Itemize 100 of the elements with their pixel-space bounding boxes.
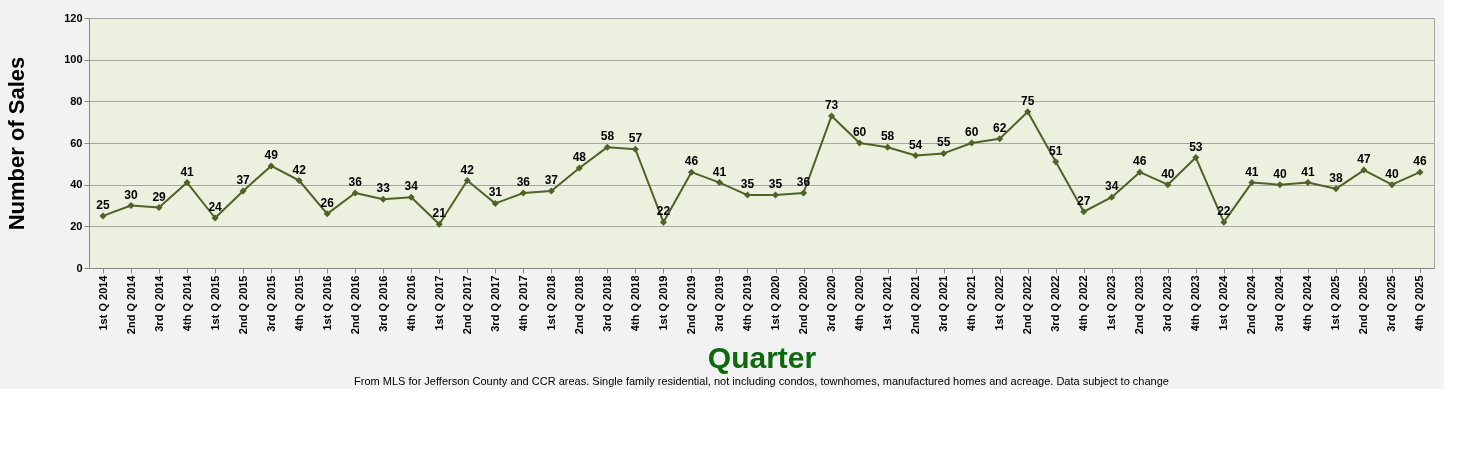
point <box>968 139 976 147</box>
data-label: 37 <box>544 172 559 187</box>
data-label: 49 <box>264 147 279 162</box>
x-tick-label: 4th Q 2025 <box>1413 275 1426 332</box>
x-axis-title: Quarter <box>707 341 817 375</box>
data-label: 35 <box>740 177 755 192</box>
data-label: 36 <box>516 175 531 189</box>
data-label: 60 <box>852 125 867 139</box>
x-tick-label: 1st Q 2022 <box>993 275 1006 331</box>
x-tick-label: 4th Q 2022 <box>1077 275 1090 332</box>
y-tick-label: 60 <box>70 136 83 149</box>
data-label: 42 <box>292 162 307 177</box>
data-label: 40 <box>1385 166 1399 181</box>
point <box>295 176 303 185</box>
point <box>1276 181 1284 189</box>
data-label: 75 <box>1021 93 1035 108</box>
point <box>267 162 275 170</box>
point <box>912 151 920 160</box>
data-label: 37 <box>236 172 251 187</box>
x-tick-label: 3rd Q 2023 <box>1161 275 1174 332</box>
y-tick-label: 80 <box>70 94 83 107</box>
data-label: 21 <box>432 206 447 221</box>
x-tick-label: 3rd Q 2015 <box>264 275 277 332</box>
data-label: 35 <box>768 177 783 192</box>
data-label: 46 <box>1133 154 1147 169</box>
point <box>715 179 723 187</box>
x-tick-label: 4th Q 2014 <box>180 274 193 332</box>
data-label: 41 <box>1245 164 1259 179</box>
point <box>379 195 387 203</box>
x-tick-label: 3rd Q 2022 <box>1049 275 1062 332</box>
point <box>519 189 527 197</box>
data-label: 29 <box>152 189 167 204</box>
data-label: 26 <box>320 195 335 210</box>
data-label: 48 <box>572 150 587 164</box>
point <box>463 176 471 185</box>
x-tick-label: 4th Q 2021 <box>965 275 978 332</box>
point <box>351 189 359 197</box>
point <box>155 204 163 212</box>
x-tick-label: 1st Q 2019 <box>656 275 669 331</box>
x-tick-label: 4th Q 2023 <box>1189 275 1202 332</box>
x-tick-label: 1st Q 2020 <box>769 275 782 331</box>
point <box>1360 166 1368 174</box>
data-label: 33 <box>376 181 391 196</box>
x-tick-label: 4th Q 2024 <box>1301 274 1314 332</box>
data-label: 41 <box>712 164 727 179</box>
x-tick-label: 3rd Q 2017 <box>488 275 501 332</box>
x-tick-label: 3rd Q 2019 <box>712 275 725 332</box>
x-tick-label: 4th Q 2018 <box>628 275 641 332</box>
point <box>1136 168 1144 176</box>
data-label: 73 <box>824 97 839 112</box>
data-label: 54 <box>908 137 923 152</box>
data-label: 38 <box>1329 170 1343 185</box>
x-tick-label: 1st Q 2014 <box>96 274 109 331</box>
data-label: 57 <box>628 131 643 146</box>
x-tick-label: 2nd Q 2014 <box>124 274 137 335</box>
data-label: 46 <box>1413 154 1427 169</box>
data-label: 36 <box>348 175 363 189</box>
point <box>1248 179 1256 187</box>
x-tick-label: 3rd Q 2018 <box>600 275 613 332</box>
data-label: 60 <box>964 125 979 139</box>
x-tick-label: 1st Q 2017 <box>432 275 445 331</box>
data-label: 62 <box>993 120 1007 135</box>
point <box>631 145 639 153</box>
point <box>1388 181 1396 189</box>
x-tick-label: 1st Q 2015 <box>208 275 221 331</box>
point <box>659 218 667 226</box>
x-tick-label: 4th Q 2015 <box>292 275 305 332</box>
point <box>856 139 864 147</box>
data-label: 27 <box>1077 193 1091 208</box>
x-tick-label: 1st Q 2018 <box>544 275 557 331</box>
data-label: 53 <box>1189 139 1203 154</box>
data-label: 40 <box>1161 166 1175 181</box>
x-tick-label: 2nd Q 2015 <box>236 275 249 335</box>
point <box>603 143 611 151</box>
data-label: 47 <box>1357 152 1371 167</box>
x-tick-label: 3rd Q 2021 <box>937 275 950 332</box>
x-tick-label: 1st Q 2025 <box>1329 275 1342 331</box>
point <box>1332 185 1340 193</box>
point <box>996 135 1004 143</box>
y-axis-title: Number of Sales <box>4 56 30 231</box>
x-tick-label: 2nd Q 2019 <box>684 275 697 335</box>
y-tick-label: 100 <box>64 53 83 66</box>
point <box>547 187 555 195</box>
x-tick-label: 2nd Q 2023 <box>1133 275 1146 335</box>
point <box>1080 208 1088 216</box>
x-tick-label: 1st Q 2021 <box>881 275 894 331</box>
x-tick-label: 4th Q 2016 <box>404 275 417 332</box>
point <box>1052 158 1060 166</box>
data-label: 51 <box>1049 143 1063 158</box>
data-label: 25 <box>96 197 110 212</box>
x-tick-label: 3rd Q 2014 <box>152 274 165 332</box>
point <box>884 143 892 151</box>
y-tick-label: 120 <box>64 11 83 24</box>
point <box>828 112 836 120</box>
data-label: 46 <box>684 154 699 169</box>
x-tick-label: 1st Q 2016 <box>320 275 333 331</box>
data-label: 41 <box>1301 164 1315 179</box>
point <box>491 199 499 207</box>
point <box>407 193 415 201</box>
point <box>183 179 191 187</box>
